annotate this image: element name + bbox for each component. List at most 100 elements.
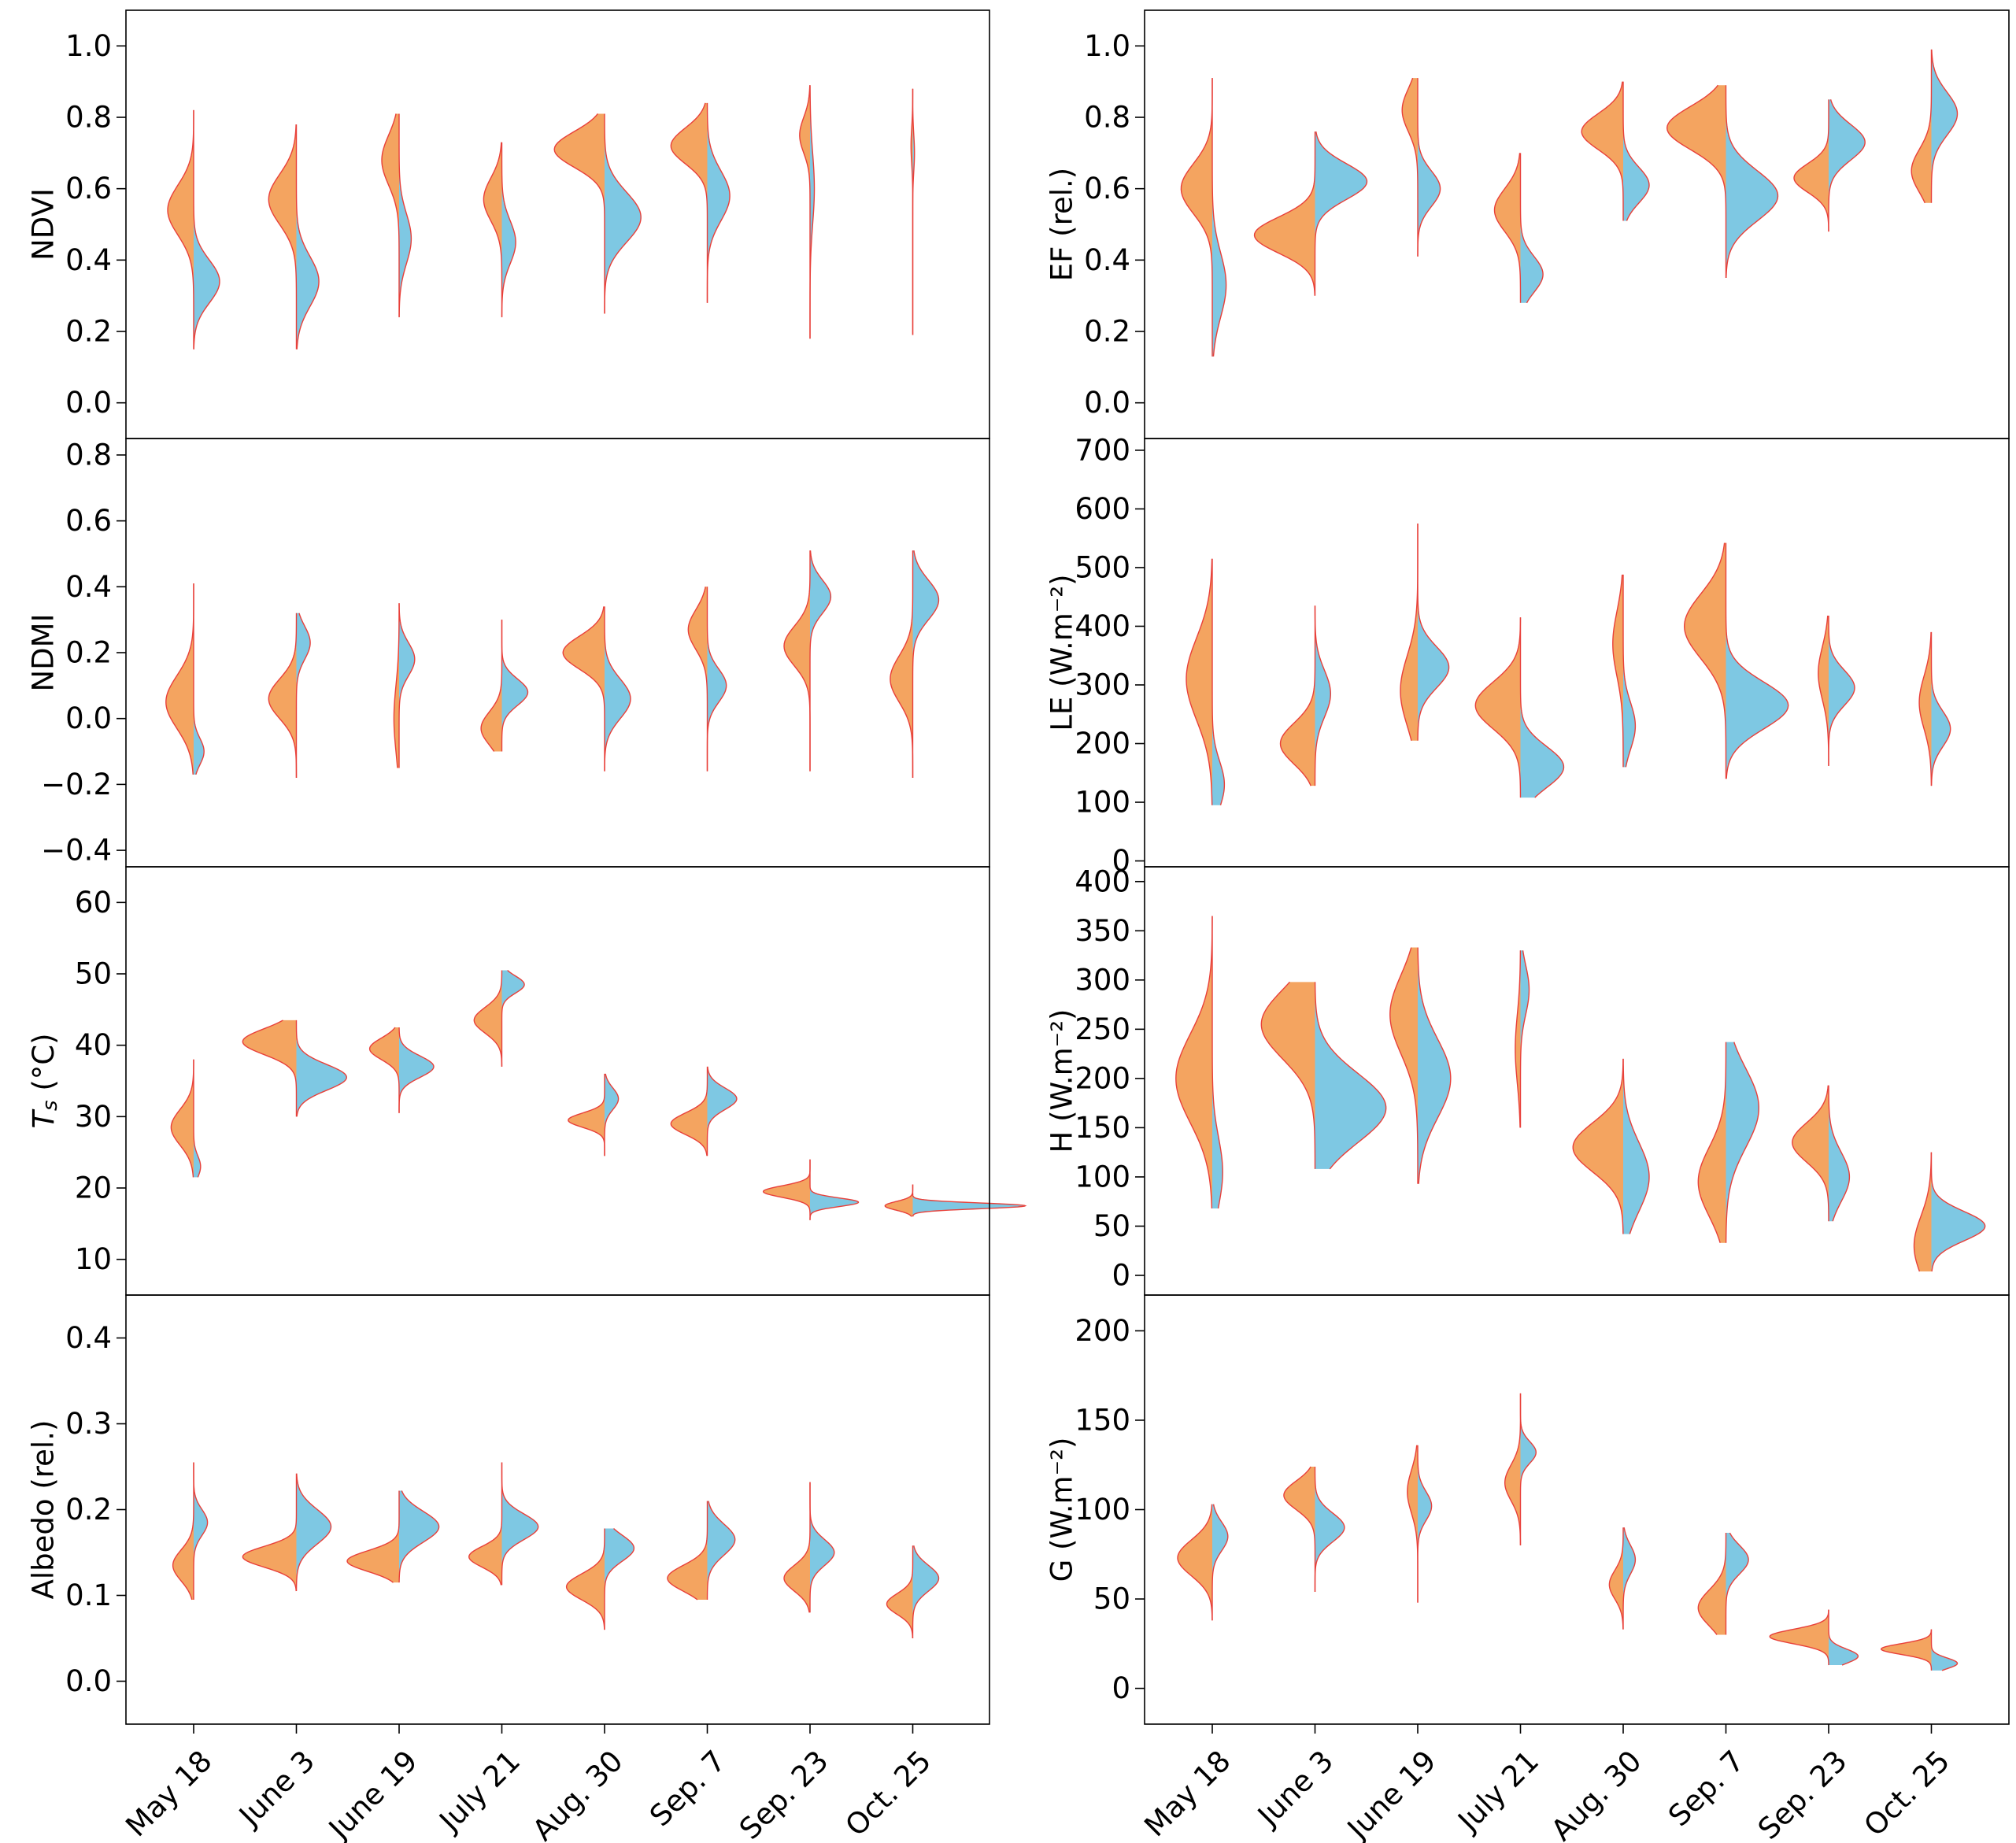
albedo-violins bbox=[172, 1462, 940, 1639]
ts-violin-left-outline-0 bbox=[170, 1059, 194, 1178]
ndmi-ytick-label: 0.6 bbox=[65, 504, 112, 538]
albedo-violin-left-outline-7 bbox=[886, 1545, 914, 1639]
ndvi-violin-left-outline-2 bbox=[381, 113, 400, 317]
g-violin-right-2 bbox=[1418, 1445, 1432, 1603]
ef-violin-left-outline-0 bbox=[1180, 78, 1213, 357]
le-violin-right-outline-5 bbox=[1725, 542, 1789, 779]
le-violin-right-1 bbox=[1315, 605, 1331, 786]
ndmi-ytick-label: 0.8 bbox=[65, 438, 112, 472]
g-xtick-label: Sep. 7 bbox=[1662, 1744, 1751, 1833]
h-violin-left-6 bbox=[1792, 1085, 1829, 1222]
albedo-xtick-label: Sep. 23 bbox=[733, 1744, 835, 1843]
le-violin-right-4 bbox=[1623, 574, 1636, 768]
ndvi-violin-right-3 bbox=[501, 142, 516, 317]
h-ytick-label: 100 bbox=[1075, 1160, 1130, 1194]
albedo-violin-right-0 bbox=[194, 1462, 208, 1600]
ts-violin-right-0 bbox=[194, 1059, 201, 1178]
le-violin-left-5 bbox=[1684, 542, 1726, 779]
ts-violin-right-7 bbox=[912, 1184, 1026, 1217]
ndvi-violin-right-outline-2 bbox=[398, 113, 412, 317]
ndvi-violin-left-outline-1 bbox=[268, 124, 298, 350]
ts-violin-left-3 bbox=[474, 970, 502, 1067]
ndvi-frame bbox=[125, 9, 990, 439]
g-violin-left-outline-7 bbox=[1880, 1629, 1933, 1671]
ts-violin-left-0 bbox=[171, 1059, 194, 1178]
g-violin-right-outline-0 bbox=[1211, 1504, 1229, 1621]
g-violin-left-0 bbox=[1178, 1504, 1212, 1621]
le-violin-right-outline-4 bbox=[1622, 574, 1637, 768]
ts-violin-left-4 bbox=[568, 1073, 605, 1157]
albedo-ytick-label: 0.0 bbox=[65, 1664, 112, 1698]
g-violin-left-1 bbox=[1283, 1467, 1315, 1592]
g-violin-right-1 bbox=[1315, 1467, 1345, 1592]
ndvi-violin-right-2 bbox=[399, 113, 412, 317]
g-violin-left-outline-0 bbox=[1177, 1504, 1213, 1621]
h-violin-left-outline-4 bbox=[1572, 1058, 1624, 1234]
h-violin-right-5 bbox=[1726, 1042, 1759, 1243]
ndmi-violin-left-1 bbox=[268, 612, 297, 779]
ndmi-violin-left-3 bbox=[481, 620, 502, 752]
albedo-frame bbox=[125, 1294, 990, 1725]
h-violin-left-outline-2 bbox=[1389, 947, 1419, 1184]
albedo-violin-right-outline-0 bbox=[193, 1462, 209, 1600]
g-violin-right-outline-3 bbox=[1519, 1393, 1537, 1545]
albedo-violin-right-outline-7 bbox=[912, 1545, 940, 1638]
albedo-violin-right-outline-6 bbox=[809, 1482, 835, 1613]
ts-violin-right-outline-3 bbox=[501, 969, 525, 1067]
albedo-violin-right-6 bbox=[810, 1482, 834, 1613]
le-ytick-label: 700 bbox=[1075, 433, 1130, 467]
albedo-violin-right-outline-4 bbox=[604, 1527, 635, 1630]
ef-violin-right-outline-7 bbox=[1930, 49, 1959, 203]
h-violin-right-outline-6 bbox=[1828, 1085, 1851, 1222]
le-violin-right-2 bbox=[1418, 524, 1449, 741]
ndmi-ytick-label: −0.4 bbox=[41, 834, 112, 868]
ts-frame bbox=[125, 866, 990, 1296]
h-violin-right-outline-2 bbox=[1417, 947, 1452, 1184]
albedo-violin-right-4 bbox=[605, 1528, 634, 1630]
ndvi-violin-right-outline-1 bbox=[295, 124, 320, 350]
ef-violin-left-outline-3 bbox=[1493, 153, 1522, 303]
ndvi-violin-left-outline-3 bbox=[483, 142, 503, 317]
ef-violin-left-1 bbox=[1254, 131, 1315, 296]
ndmi-violin-right-0 bbox=[194, 583, 205, 775]
ts-violin-right-outline-2 bbox=[398, 1027, 435, 1113]
ef-violin-right-outline-4 bbox=[1622, 81, 1650, 221]
ndmi-violin-left-outline-2 bbox=[393, 603, 400, 768]
h-frame bbox=[1144, 866, 2010, 1296]
albedo-xtick-label: Oct. 25 bbox=[839, 1744, 938, 1843]
ef-violin-right-outline-0 bbox=[1211, 78, 1227, 357]
h-ytick-label: 50 bbox=[1093, 1209, 1130, 1243]
g-ytick-label: 0 bbox=[1112, 1671, 1130, 1705]
ndmi-violin-right-2 bbox=[399, 603, 415, 768]
le-violin-left-2 bbox=[1400, 524, 1418, 741]
ndvi-violin-right-0 bbox=[194, 109, 220, 350]
g-violin-right-7 bbox=[1931, 1629, 1958, 1671]
ndvi-violin-right-outline-4 bbox=[604, 113, 642, 314]
le-violin-left-outline-4 bbox=[1612, 574, 1624, 768]
albedo-violin-left-5 bbox=[667, 1501, 708, 1600]
ts-violin-left-outline-5 bbox=[670, 1066, 708, 1157]
ef-violins bbox=[1180, 49, 1959, 357]
ts-violin-right-outline-6 bbox=[809, 1159, 860, 1220]
ef-violin-left-5 bbox=[1666, 85, 1726, 278]
ndmi-violin-right-outline-2 bbox=[398, 603, 416, 768]
g-ylabel: G (W.m⁻²) bbox=[1045, 1438, 1079, 1582]
le-violin-left-outline-7 bbox=[1918, 631, 1933, 786]
ndmi-violin-right-outline-6 bbox=[809, 550, 832, 772]
albedo-violin-left-6 bbox=[784, 1482, 810, 1613]
g-xtick-label: May 18 bbox=[1137, 1744, 1237, 1843]
g-ytick-label: 200 bbox=[1075, 1314, 1130, 1348]
g-violin-left-outline-6 bbox=[1769, 1609, 1829, 1666]
albedo-violin-left-0 bbox=[172, 1462, 194, 1600]
ndvi-violin-right-outline-6 bbox=[809, 85, 816, 339]
ef-ytick-label: 0.8 bbox=[1084, 101, 1130, 135]
g-violin-right-6 bbox=[1829, 1609, 1859, 1666]
g-violin-right-5 bbox=[1726, 1533, 1749, 1635]
g-violin-left-outline-5 bbox=[1697, 1533, 1727, 1635]
ts-violin-left-outline-1 bbox=[242, 1020, 298, 1117]
albedo-xtick-label: Sep. 7 bbox=[643, 1744, 732, 1833]
ef-violin-right-outline-5 bbox=[1725, 85, 1779, 279]
ef-ytick-label: 0.6 bbox=[1084, 172, 1130, 205]
ndmi-violin-left-0 bbox=[165, 583, 194, 775]
